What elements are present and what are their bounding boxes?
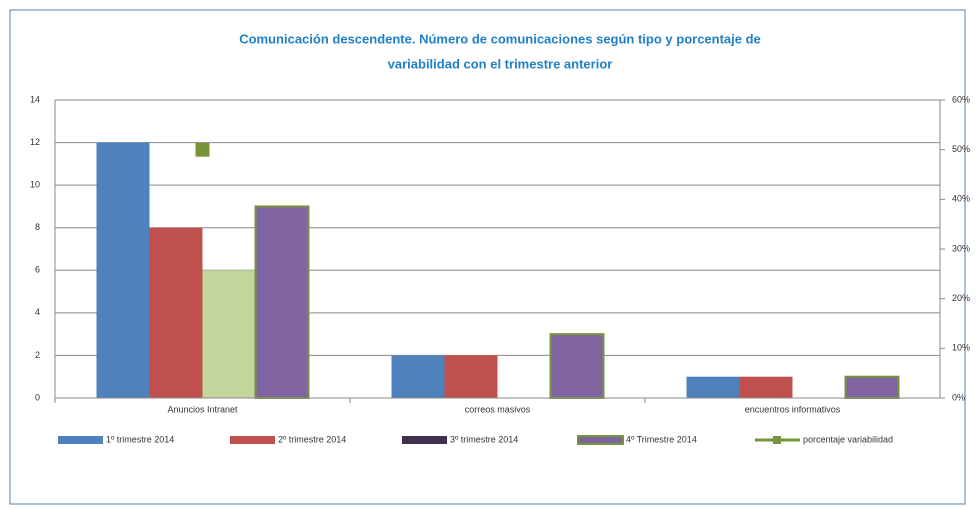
y2-tick-label: 20% bbox=[952, 293, 970, 303]
y2-tick-label: 50% bbox=[952, 144, 970, 154]
bar bbox=[844, 375, 900, 400]
y-tick-label: 0 bbox=[35, 392, 40, 402]
bar bbox=[686, 376, 740, 398]
legend-label: 4º Trimestre 2014 bbox=[626, 434, 697, 444]
marker bbox=[195, 142, 210, 157]
bar bbox=[391, 355, 445, 398]
y2-tick-label: 0% bbox=[952, 392, 965, 402]
legend-swatch bbox=[402, 436, 447, 444]
x-tick-label: correos masivos bbox=[465, 404, 531, 414]
y2-tick-label: 30% bbox=[952, 243, 970, 253]
bar bbox=[149, 227, 203, 398]
y2-tick-label: 40% bbox=[952, 194, 970, 204]
y-tick-label: 14 bbox=[30, 94, 40, 104]
y-tick-label: 6 bbox=[35, 265, 40, 275]
y2-tick-label: 10% bbox=[952, 343, 970, 353]
x-tick-label: Anuncios Intranet bbox=[167, 404, 238, 414]
legend-swatch bbox=[773, 436, 781, 444]
y-tick-label: 12 bbox=[30, 137, 40, 147]
legend-label: 2º trimestre 2014 bbox=[278, 434, 346, 444]
bar bbox=[96, 142, 150, 398]
bar bbox=[444, 355, 498, 398]
y-tick-label: 2 bbox=[35, 350, 40, 360]
y-tick-label: 4 bbox=[35, 307, 40, 317]
chart-title: Comunicación descendente. Número de comu… bbox=[239, 31, 761, 46]
bar bbox=[739, 376, 793, 398]
legend-swatch bbox=[577, 435, 624, 445]
x-tick-label: encuentros informativos bbox=[745, 404, 841, 414]
legend-label: porcentaje variabilidad bbox=[803, 434, 893, 444]
y-tick-label: 8 bbox=[35, 222, 40, 232]
bar bbox=[202, 270, 256, 398]
y2-tick-label: 60% bbox=[952, 94, 970, 104]
bar bbox=[549, 333, 605, 399]
bar bbox=[254, 205, 310, 399]
legend-swatch bbox=[58, 436, 103, 444]
legend-label: 3º trimestre 2014 bbox=[450, 434, 518, 444]
legend-label: 1º trimestre 2014 bbox=[106, 434, 174, 444]
legend-swatch bbox=[230, 436, 275, 444]
chart-title: variabilidad con el trimestre anterior bbox=[388, 56, 613, 71]
y-tick-label: 10 bbox=[30, 180, 40, 190]
